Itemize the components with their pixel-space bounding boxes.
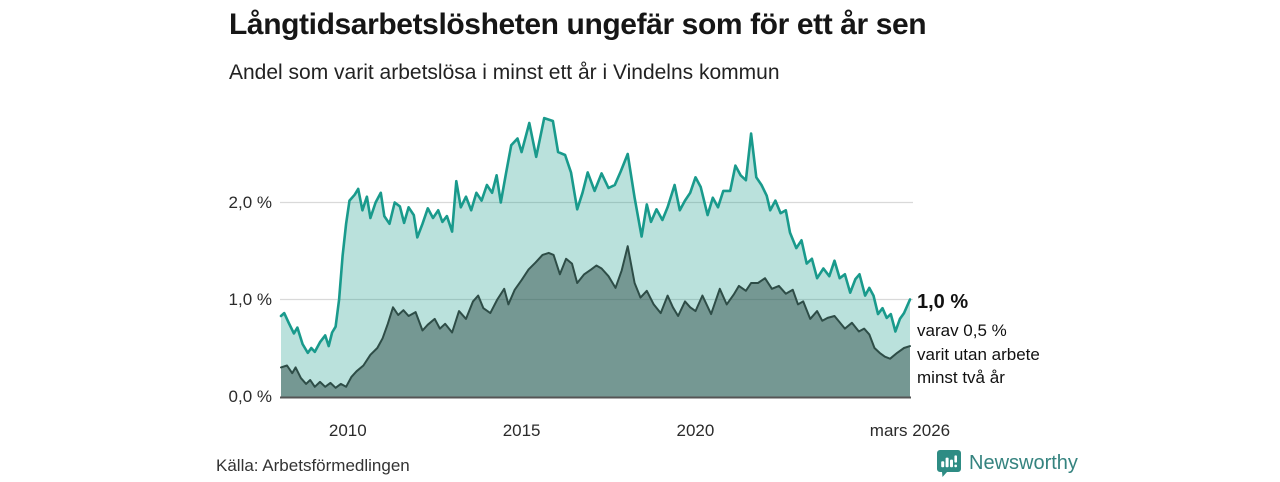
series-line-1yr bbox=[279, 116, 912, 355]
x-tick-label: mars 2026 bbox=[869, 421, 951, 440]
newsworthy-icon bbox=[936, 449, 962, 477]
y-tick-label: 1,0 % bbox=[228, 289, 272, 309]
page-subtitle: Andel som varit arbetslösa i minst ett å… bbox=[229, 61, 780, 84]
x-tick-label: 2015 bbox=[502, 421, 541, 440]
annotation-line: minst två år bbox=[917, 368, 1005, 387]
annotation-line: varav 0,5 % bbox=[917, 321, 1007, 340]
latest-value-label: 1,0 % bbox=[917, 291, 969, 313]
newsworthy-wordmark: Newsworthy bbox=[969, 451, 1078, 474]
y-tick-label: 2,0 % bbox=[228, 192, 272, 212]
x-tick-label: 2020 bbox=[676, 421, 715, 440]
newsworthy-logo[interactable]: Newsworthy bbox=[936, 449, 1078, 477]
page-title: Långtidsarbetslösheten ungefär som för e… bbox=[229, 8, 927, 41]
x-tick-label: 2010 bbox=[328, 421, 367, 440]
series-line-2yr bbox=[280, 245, 911, 389]
annotation-text: varav 0,5 % varit utan arbete minst två … bbox=[917, 319, 1137, 390]
annotation-line: varit utan arbete bbox=[917, 344, 1040, 364]
source-note: Källa: Arbetsförmedlingen bbox=[216, 456, 410, 475]
y-tick-label: 0,0 % bbox=[228, 386, 272, 406]
